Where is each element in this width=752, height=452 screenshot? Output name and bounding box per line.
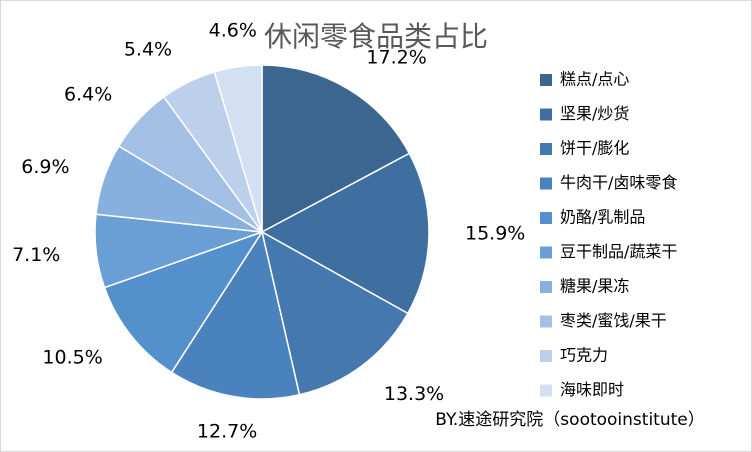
data-label: 6.9% (21, 156, 69, 178)
pie-slice (260, 230, 409, 396)
legend-swatch (540, 212, 552, 224)
data-label: 15.9% (465, 222, 525, 244)
legend-label: 海味即时 (560, 380, 624, 399)
pie-slice (261, 64, 411, 234)
pie-slice (260, 152, 430, 315)
legend-swatch (540, 315, 552, 328)
data-label: 10.5% (42, 346, 102, 368)
legend-label: 饼干/膨化 (560, 139, 629, 158)
legend-swatch (540, 74, 552, 86)
legend-swatch (540, 350, 552, 362)
data-label: 6.4% (64, 83, 112, 105)
legend-swatch (540, 246, 552, 259)
legend-label: 坚果/炒货 (560, 104, 629, 123)
data-label: 13.3% (384, 383, 444, 405)
source-note: BY.速途研究院（sootooinstitute） (435, 410, 705, 430)
legend-label: 糖果/果冻 (560, 277, 629, 296)
legend-swatch (540, 143, 552, 155)
legend-swatch (540, 177, 552, 190)
chart-title: 休闲零食品类占比 (264, 20, 488, 53)
legend-swatch (540, 384, 552, 397)
data-label: 4.6% (209, 20, 257, 42)
legend-label: 牛肉干/卤味零食 (560, 173, 677, 192)
pie-slice (103, 230, 264, 374)
data-label: 12.7% (197, 420, 257, 442)
legend-swatch (540, 281, 552, 293)
legend-label: 豆干制品/蔬菜干 (560, 242, 677, 261)
pie-slice (170, 230, 301, 400)
data-label: 7.1% (12, 244, 60, 266)
pie-slice (213, 64, 263, 233)
legend-label: 枣类/蜜饯/果干 (560, 311, 667, 330)
legend-swatch (540, 108, 552, 121)
legend-label: 糕点/点心 (560, 70, 629, 89)
data-label: 17.2% (366, 46, 426, 68)
data-label: 5.4% (124, 38, 172, 60)
legend-label: 奶酪/乳制品 (560, 208, 645, 227)
legend-label: 巧克力 (560, 346, 608, 365)
